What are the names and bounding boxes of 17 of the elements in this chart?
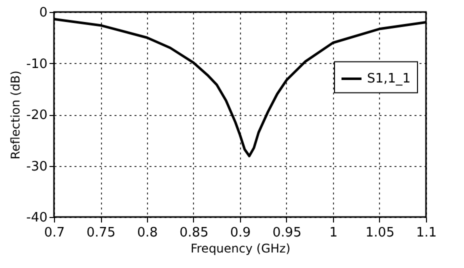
y-tick-label: -10 (26, 56, 48, 72)
x-tick-label: 1 (329, 226, 338, 240)
y-tick-label: -30 (26, 159, 48, 174)
x-tick-label: 1.1 (416, 226, 437, 240)
x-tick-label: 1.05 (366, 226, 394, 240)
y-tick-label: -20 (26, 108, 48, 123)
x-tick-label: 0.85 (180, 226, 208, 240)
y-tick-label: -40 (26, 210, 48, 226)
x-tick-label: 0.8 (137, 226, 158, 240)
legend-label: S1,1_1 (367, 72, 411, 87)
y-tick-label: 0 (39, 6, 48, 20)
y-axis-title: Reflection (dB) (8, 70, 22, 160)
x-axis-title: Frequency (GHz) (190, 242, 290, 256)
x-tick-label: 0.75 (86, 226, 116, 240)
x-tick-label: 0.7 (44, 226, 65, 240)
x-tick-label: 0.95 (272, 226, 302, 240)
x-tick-label: 0.9 (230, 226, 251, 240)
